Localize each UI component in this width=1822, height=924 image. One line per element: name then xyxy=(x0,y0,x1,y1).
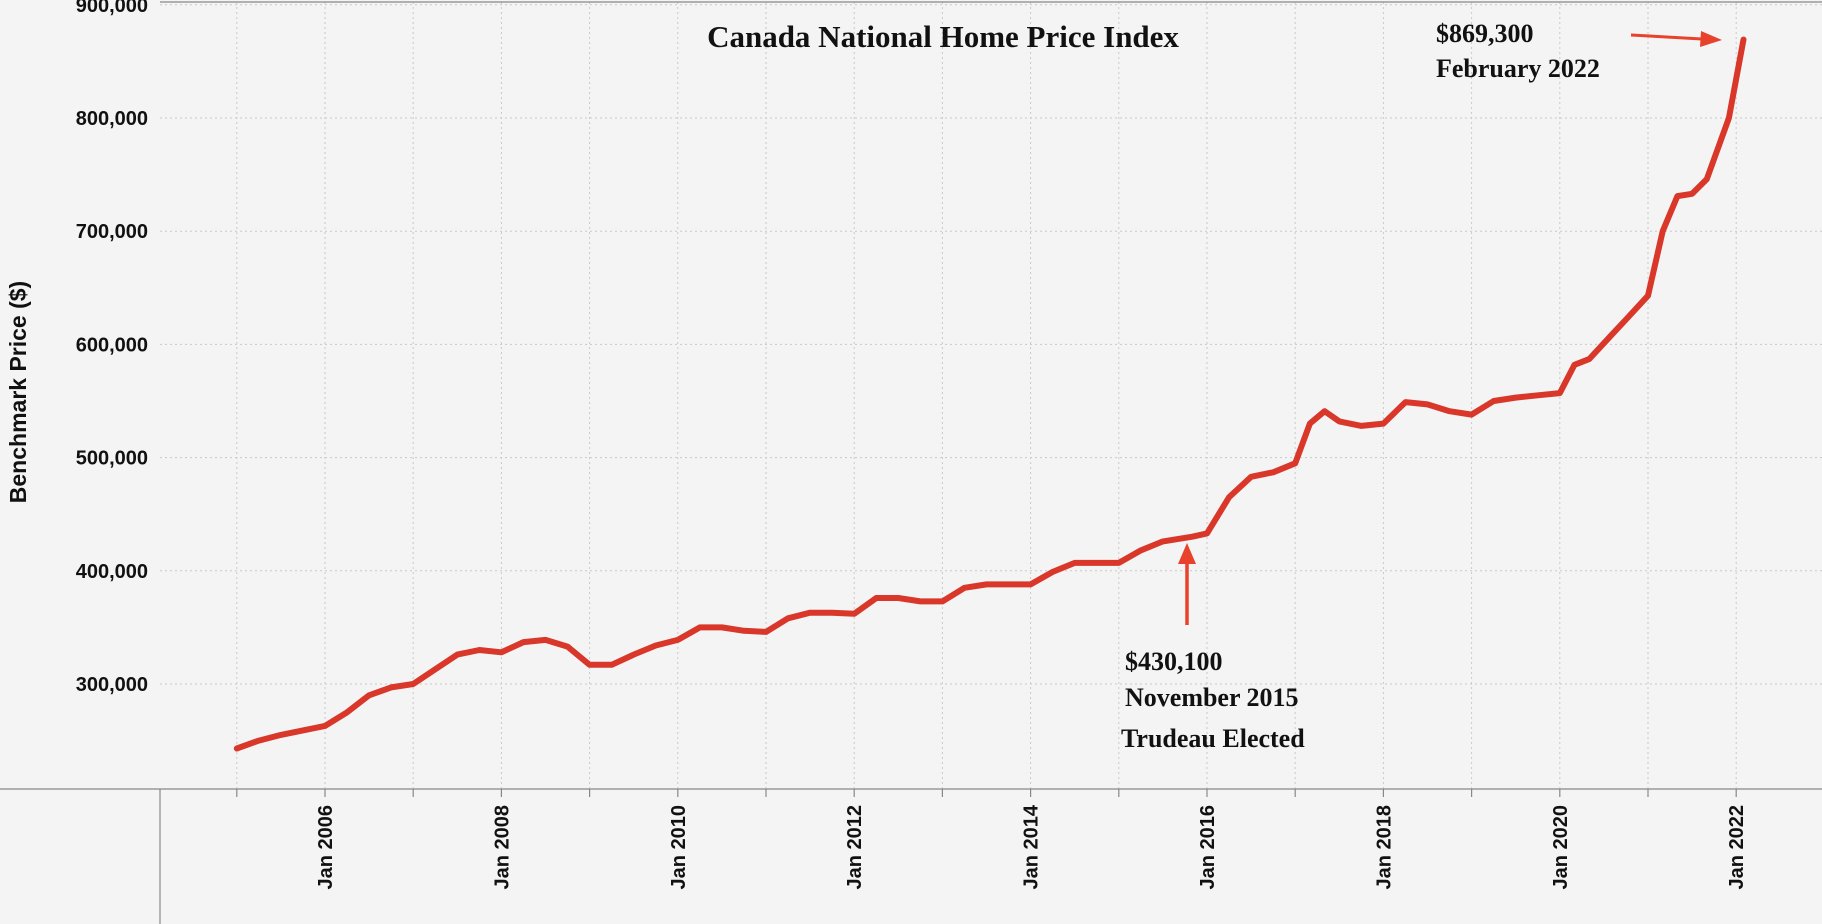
election-arrow-head xyxy=(1178,543,1196,564)
peak-date-label: February 2022 xyxy=(1436,54,1600,83)
grid-lines xyxy=(160,2,1822,789)
x-tick-label: Jan 2020 xyxy=(1550,805,1572,890)
y-tick-label: 400,000 xyxy=(76,561,148,583)
peak-value-label: $869,300 xyxy=(1436,19,1534,48)
y-tick-label: 500,000 xyxy=(76,448,148,470)
x-tick-label: Jan 2016 xyxy=(1197,805,1219,890)
annotation-election: $430,100 November 2015 Trudeau Elected xyxy=(1121,543,1305,753)
peak-arrow-shaft xyxy=(1630,33,1703,41)
election-value-label: $430,100 xyxy=(1125,647,1223,676)
x-tick-label: Jan 2022 xyxy=(1726,805,1748,890)
x-tick-label: Jan 2014 xyxy=(1021,804,1043,889)
election-note-label: Trudeau Elected xyxy=(1121,724,1305,753)
x-tick-label: Jan 2006 xyxy=(315,805,337,890)
x-tick-label: Jan 2012 xyxy=(844,805,866,890)
y-axis-ticks: 300,000 400,000 500,000 600,000 700,000 800,0… xyxy=(76,0,148,696)
y-tick-label: 800,000 xyxy=(76,108,148,130)
x-axis-ticks: Jan 2006 Jan 2008 Jan 2010 Jan 2012 Jan 2014… xyxy=(236,789,1748,890)
election-date-label: November 2015 xyxy=(1125,683,1299,712)
y-tick-label: 900,000 xyxy=(76,0,148,17)
series-line-home-price xyxy=(233,36,1747,752)
annotation-peak: $869,300 February 2022 xyxy=(1436,19,1722,83)
y-axis-title: Benchmark Price ($) xyxy=(5,281,31,503)
x-tick-label: Jan 2018 xyxy=(1373,805,1395,890)
x-tick-label: Jan 2010 xyxy=(668,805,690,890)
y-tick-label: 700,000 xyxy=(76,221,148,243)
y-tick-label: 600,000 xyxy=(76,334,148,356)
y-tick-label: 300,000 xyxy=(76,674,148,696)
peak-arrow-head xyxy=(1700,31,1722,47)
chart-title: Canada National Home Price Index xyxy=(707,19,1179,54)
x-tick-label: Jan 2008 xyxy=(491,805,513,890)
